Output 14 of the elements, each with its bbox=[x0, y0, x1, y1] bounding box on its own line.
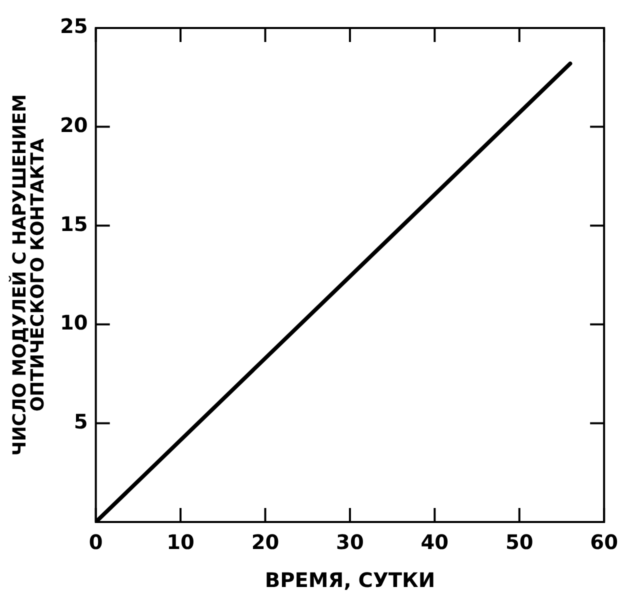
x-tick-label: 30 bbox=[336, 530, 364, 554]
y-axis-title: ЧИСЛО МОДУЛЕЙ С НАРУШЕНИЕМ ОПТИЧЕСКОГО КОНТАКТА bbox=[8, 94, 49, 456]
x-tick-label: 60 bbox=[590, 530, 618, 554]
y-tick-label: 25 bbox=[60, 14, 88, 38]
x-tick-label: 40 bbox=[420, 530, 449, 554]
y-tick-label: 20 bbox=[60, 113, 88, 138]
x-tick-label: 20 bbox=[251, 530, 280, 554]
y-tick-label: 5 bbox=[74, 409, 88, 434]
y-tick-label: 15 bbox=[60, 212, 88, 236]
x-tick-label: 0 bbox=[88, 530, 103, 554]
x-tick-label: 10 bbox=[166, 530, 194, 554]
x-tick-label: 50 bbox=[505, 530, 534, 554]
x-axis-title: ВРЕМЯ, СУТКИ bbox=[264, 568, 436, 592]
y-tick-label: 10 bbox=[60, 310, 88, 335]
